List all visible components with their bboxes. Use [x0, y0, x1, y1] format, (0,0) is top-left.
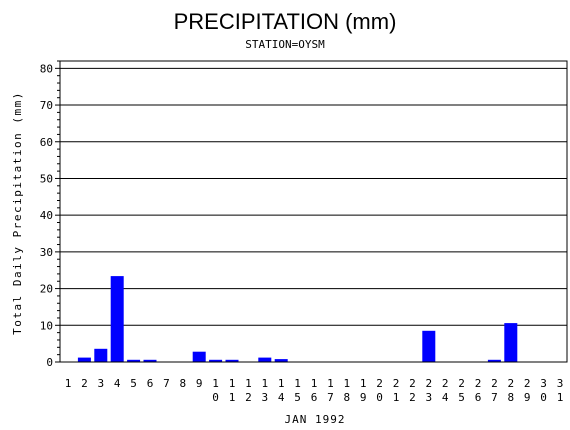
bar [225, 359, 239, 362]
bar [192, 351, 206, 362]
bar [110, 276, 124, 362]
y-axis-ticks: 0 10 20 30 40 50 60 70 80 [40, 60, 60, 369]
bar [274, 359, 288, 362]
y-axis-label: Total Daily Precipitation (mm) [11, 91, 24, 335]
y-tick-label: 70 [40, 99, 53, 112]
bars [77, 276, 518, 362]
y-tick-label: 80 [40, 62, 53, 75]
y-tick-label: 40 [40, 209, 53, 222]
bar [487, 359, 501, 362]
bar [504, 323, 518, 362]
bar [209, 359, 223, 362]
chart-title: PRECIPITATION (mm) [174, 9, 397, 34]
x-tick-label: 5 [130, 377, 137, 390]
bar [422, 330, 436, 362]
bar [77, 357, 91, 362]
y-tick-label: 10 [40, 319, 53, 332]
y-tick-label: 60 [40, 136, 53, 149]
x-tick-label: 3 [97, 377, 104, 390]
bar [258, 357, 272, 362]
x-tick-label: 2 [81, 377, 88, 390]
y-tick-label: 0 [46, 356, 53, 369]
x-tick-label: 7 [163, 377, 170, 390]
x-tick-label: 1 [65, 377, 72, 390]
y-tick-label: 20 [40, 283, 53, 296]
bar [143, 359, 157, 362]
x-axis-label: JAN 1992 [285, 413, 346, 426]
x-axis-ticks: 1 2 3 4 5 6 7 8 9 1 01 11 21 31 41 51 61 71 81 92 02 12 22 32 42… [65, 377, 564, 404]
bar [94, 348, 108, 362]
x-tick-label: 9 [196, 377, 203, 390]
plot-frame [59, 60, 568, 363]
x-tick-label: 6 [147, 377, 154, 390]
x-tick-label: 4 [114, 377, 121, 390]
chart-subtitle: STATION=OYSM [245, 38, 325, 51]
bar [127, 359, 141, 362]
grid-lines [60, 67, 567, 326]
y-tick-label: 30 [40, 246, 53, 259]
y-tick-label: 50 [40, 172, 53, 185]
x-tick-label: 8 [179, 377, 186, 390]
